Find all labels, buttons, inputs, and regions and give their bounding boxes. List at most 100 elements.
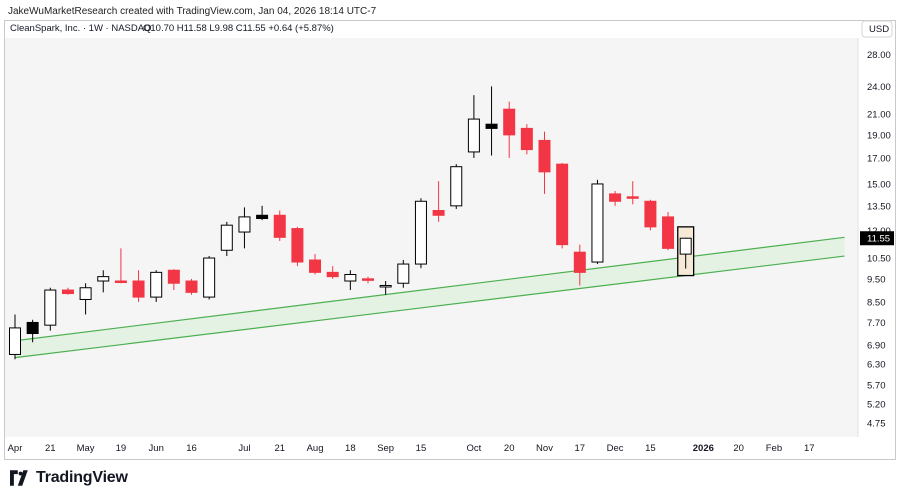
- candle-body-2: [44, 289, 57, 326]
- x-tick-label-21: 17: [804, 443, 815, 454]
- y-tick-label-11: 7.70: [867, 318, 886, 329]
- candle-body-28: [503, 108, 516, 136]
- x-tick-label-6: Jul: [238, 443, 250, 454]
- candle-31: [556, 162, 569, 249]
- y-tick-label-4: 17.00: [867, 153, 891, 164]
- candle-8: [150, 270, 163, 302]
- support-channel-lower-line: [14, 255, 845, 359]
- candle-3: [61, 287, 74, 295]
- y-tick-label-12: 6.90: [867, 341, 886, 352]
- candle-body-31: [556, 163, 569, 246]
- candle-body-14: [256, 214, 269, 220]
- candle-11: [203, 256, 216, 300]
- candle-body-10: [185, 280, 198, 293]
- candle-18: [326, 266, 339, 279]
- support-channel: [14, 236, 845, 359]
- candle-29: [520, 124, 533, 155]
- x-tick-label-1: 21: [45, 443, 56, 454]
- tradingview-logo-icon: [10, 470, 28, 486]
- candle-body-30: [538, 139, 551, 173]
- y-tick-label-6: 13.50: [867, 201, 891, 212]
- symbol-title: CleanSpark, Inc. · 1W · NASDAQ: [10, 23, 151, 34]
- candle-9: [167, 269, 180, 291]
- candle-body-36: [644, 200, 657, 228]
- candle-body-29: [520, 127, 533, 151]
- y-tick-label-8: 10.50: [867, 254, 891, 265]
- candle-20: [362, 276, 374, 284]
- candle-10: [185, 278, 198, 295]
- candle-body-7: [132, 280, 145, 298]
- x-tick-label-2: May: [77, 443, 95, 454]
- y-tick-label-1: 24.00: [867, 82, 891, 93]
- current-price-label: 11.55: [867, 234, 890, 245]
- x-tick-label-3: 19: [116, 443, 127, 454]
- candle-26: [467, 95, 480, 158]
- candle-body-26: [467, 118, 480, 153]
- x-tick-label-16: Dec: [607, 443, 624, 454]
- y-tick-label-14: 5.70: [867, 380, 886, 391]
- plot-area: [5, 38, 858, 437]
- candle-body-6: [114, 280, 127, 284]
- x-tick-label-7: 21: [274, 443, 285, 454]
- candle-38: [679, 237, 692, 269]
- candle-23: [414, 198, 427, 269]
- candlestick-chart[interactable]: 28.0024.0021.0019.0017.0015.0013.5012.00…: [0, 20, 900, 462]
- candle-32: [573, 244, 586, 286]
- x-tick-label-20: Feb: [766, 443, 782, 454]
- candle-36: [644, 199, 657, 231]
- candle-body-11: [203, 257, 216, 298]
- y-tick-label-5: 15.00: [867, 179, 891, 190]
- candle-1: [26, 319, 39, 343]
- candle-7: [132, 270, 145, 302]
- candle-body-18: [326, 271, 339, 278]
- candle-30: [538, 131, 551, 194]
- x-tick-label-19: 20: [733, 443, 744, 454]
- candle-body-21: [379, 284, 392, 288]
- tradingview-logo[interactable]: TradingView: [10, 467, 128, 489]
- candle-0: [9, 314, 21, 360]
- candle-14: [256, 205, 269, 221]
- candle-body-16: [291, 228, 304, 263]
- candle-28: [503, 101, 516, 158]
- candle-22: [397, 260, 410, 288]
- candle-27: [485, 86, 498, 156]
- candle-body-17: [309, 259, 322, 273]
- candle-body-0: [9, 327, 21, 355]
- candle-body-37: [662, 216, 675, 249]
- ohlc-readout: O10.70 H11.58 L9.98 C11.55 +0.64 (+5.87%…: [143, 23, 334, 34]
- candle-body-5: [97, 276, 110, 282]
- x-tick-label-0: Apr: [8, 443, 23, 454]
- candle-body-24: [432, 210, 445, 216]
- support-channel-upper-line: [14, 236, 845, 342]
- candle-17: [309, 254, 322, 275]
- x-tick-label-13: 20: [504, 443, 515, 454]
- candle-body-33: [591, 183, 604, 263]
- candle-13: [238, 207, 251, 249]
- candle-body-23: [414, 200, 427, 265]
- x-tick-label-14: Nov: [536, 443, 553, 454]
- candle-body-34: [609, 193, 622, 202]
- candle-body-25: [450, 166, 463, 207]
- candle-4: [79, 283, 92, 315]
- candle-body-27: [485, 123, 498, 129]
- candle-body-38: [679, 237, 692, 255]
- candle-body-22: [397, 263, 410, 284]
- candle-body-35: [626, 196, 639, 199]
- candle-body-3: [61, 289, 74, 295]
- candle-6: [114, 248, 127, 284]
- candle-34: [609, 190, 622, 206]
- y-tick-label-3: 19.00: [867, 130, 891, 141]
- x-tick-label-18: 2026: [693, 443, 714, 454]
- candle-16: [291, 226, 304, 267]
- candle-12: [220, 221, 233, 257]
- x-tick-label-8: Aug: [307, 443, 324, 454]
- candle-body-9: [167, 269, 180, 284]
- x-tick-label-15: 17: [575, 443, 586, 454]
- x-tick-label-4: Jun: [149, 443, 164, 454]
- tradingview-wordmark: TradingView: [36, 469, 128, 486]
- y-tick-label-2: 21.00: [867, 110, 891, 121]
- candle-33: [591, 179, 604, 265]
- x-tick-label-5: 16: [186, 443, 197, 454]
- current-price-badge: [860, 231, 894, 246]
- x-tick-label-11: 15: [416, 443, 427, 454]
